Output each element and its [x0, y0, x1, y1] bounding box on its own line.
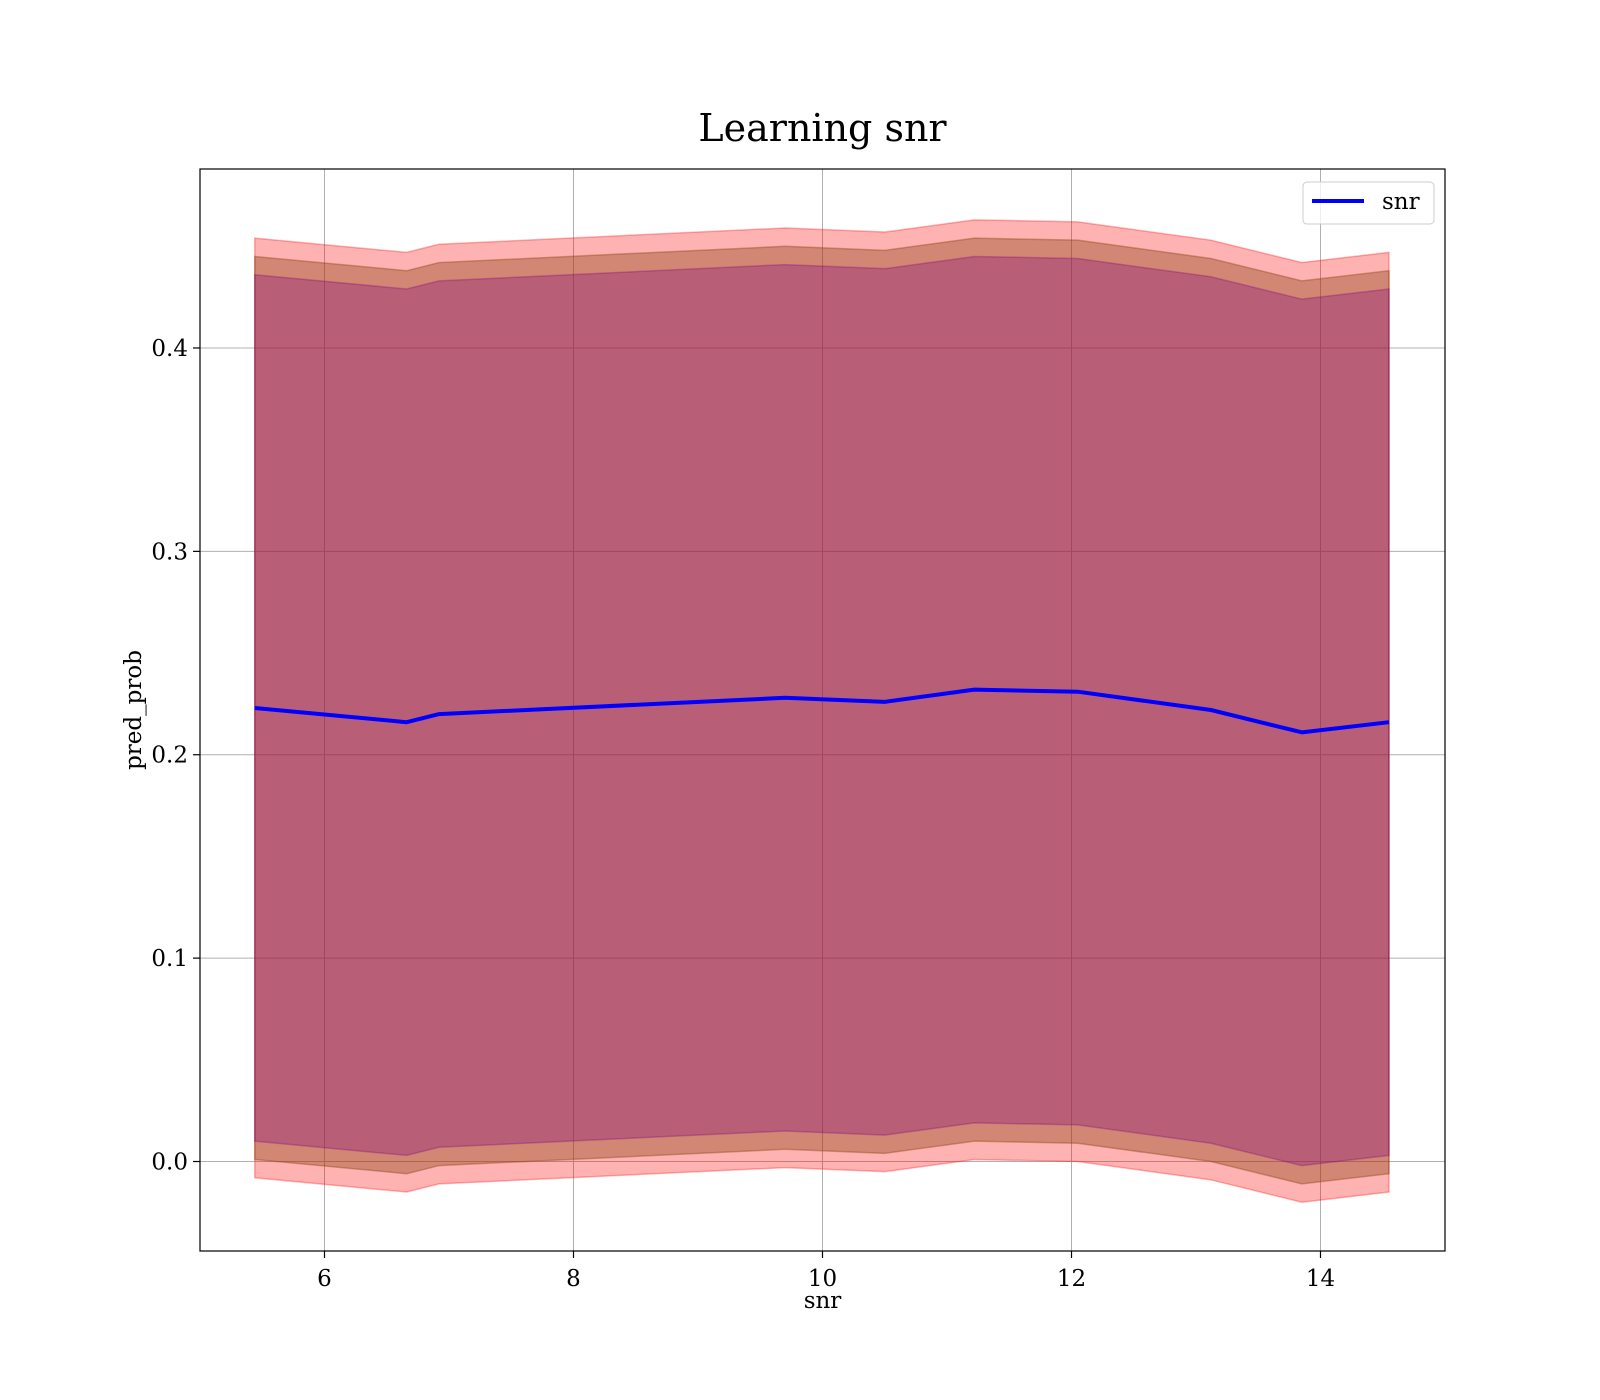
series-line-snr	[254, 687, 1390, 735]
x-tick-label-6: 6	[317, 1266, 332, 1292]
y-axis-label: pred_prob	[121, 650, 147, 770]
confidence-band-outer	[254, 219, 1390, 1203]
chart-title: Learning snr	[698, 106, 947, 150]
confidence-band-inner	[254, 255, 1390, 1167]
confidence-band-middle	[254, 237, 1390, 1185]
y-tick-label-0.1: 0.1	[151, 946, 188, 972]
y-tick-label-0.4: 0.4	[151, 336, 188, 362]
x-tick-label-8: 8	[566, 1266, 581, 1292]
legend-box	[1302, 181, 1435, 225]
line-layer	[254, 687, 1390, 735]
y-tick-label-0.0: 0.0	[151, 1150, 188, 1176]
x-tick-label-14: 14	[1306, 1266, 1335, 1292]
grid-layer	[200, 169, 1445, 1251]
y-tick-label-0.3: 0.3	[151, 539, 188, 565]
x-tick-label-12: 12	[1057, 1266, 1086, 1292]
x-axis-ticks: 6 8 10 12 14	[317, 1251, 1335, 1292]
x-axis-label: snr	[804, 1288, 842, 1314]
x-tick-label-10: 10	[808, 1266, 837, 1292]
legend-label-snr: snr	[1382, 189, 1420, 215]
legend: snr	[1302, 181, 1435, 225]
y-axis-ticks: 0.0 0.1 0.2 0.3 0.4	[151, 336, 200, 1176]
band-layer	[254, 219, 1390, 1203]
y-tick-label-0.2: 0.2	[151, 743, 188, 769]
